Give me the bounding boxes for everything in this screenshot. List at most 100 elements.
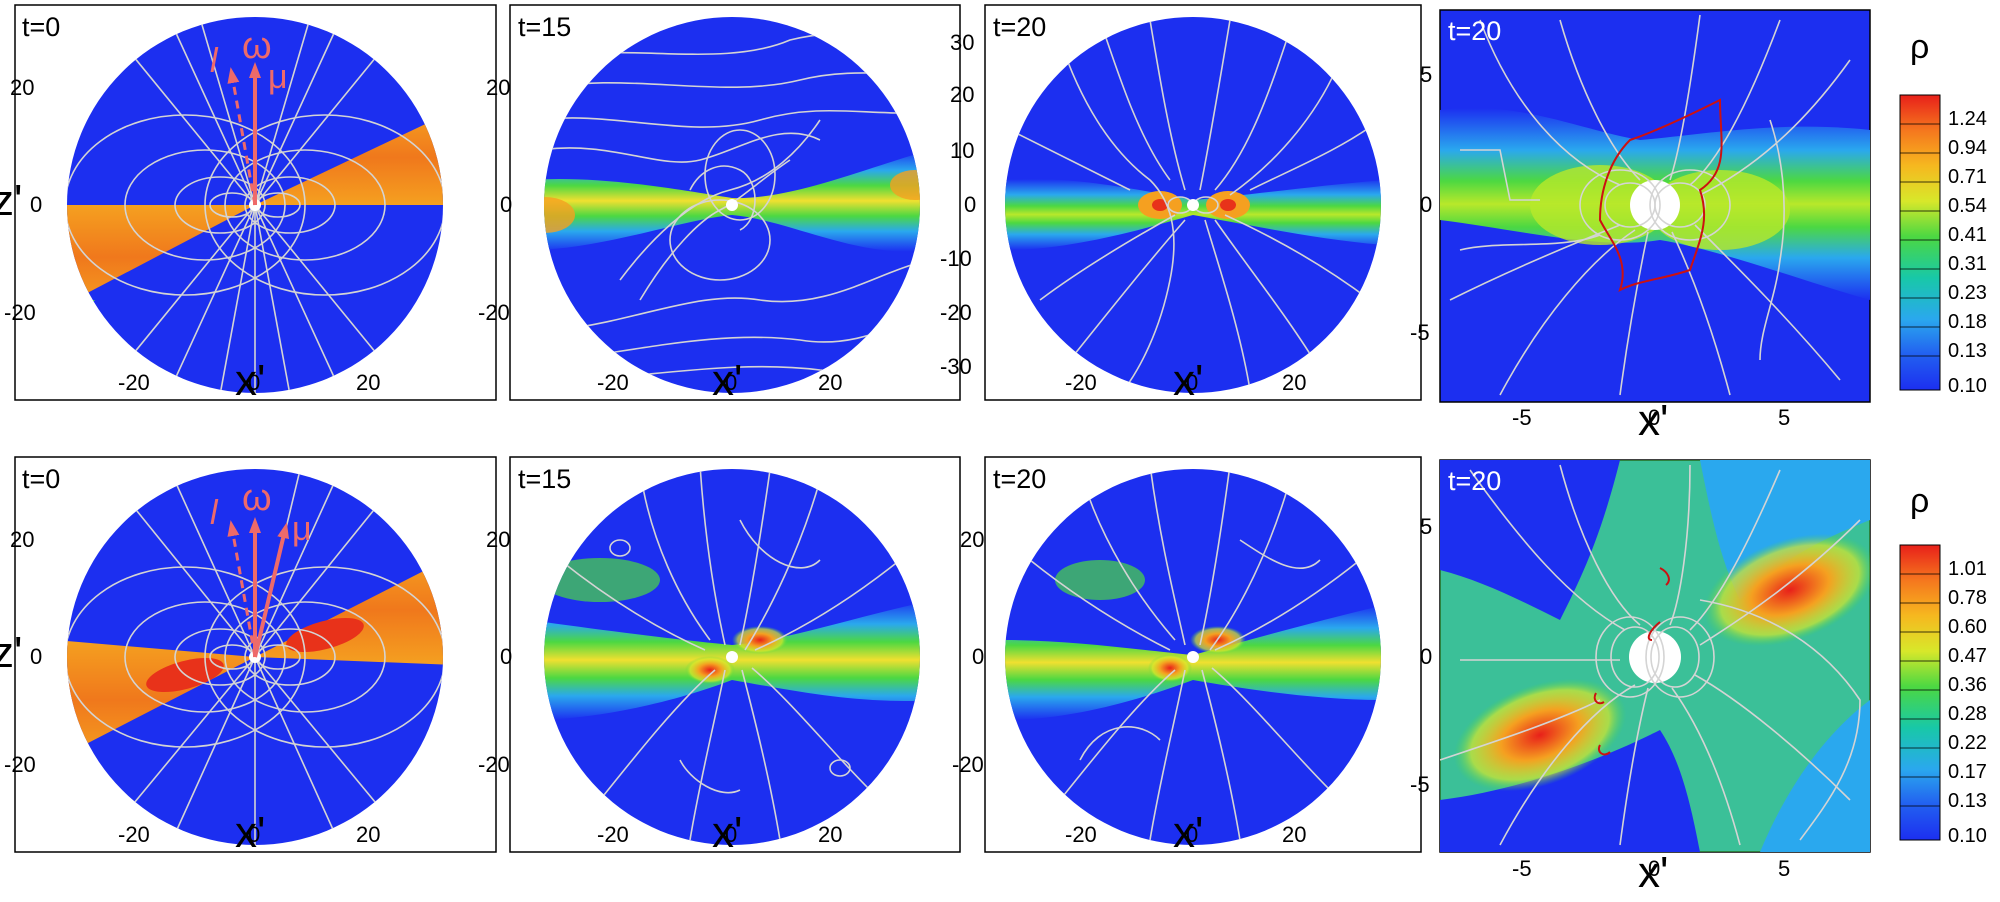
x-tick: 0: [1186, 370, 1198, 395]
y-tick: 0: [500, 644, 512, 669]
x-axis-label: x': [235, 808, 265, 857]
y-tick: -20: [478, 752, 510, 777]
y-tick: 5: [1420, 514, 1432, 539]
colorbar-tick: 0.36: [1948, 674, 1987, 696]
y-tick: 0: [972, 644, 984, 669]
l-label: l: [210, 42, 219, 80]
y-tick: -20: [4, 300, 36, 325]
time-label: t=20: [993, 464, 1046, 494]
x-tick: 0: [725, 822, 737, 847]
y-tick: 20: [950, 82, 974, 107]
red-contour: [1593, 567, 1670, 756]
colorbar-tick: 1.24: [1948, 108, 1987, 130]
panel-r2-p4: t=20 x' 5 0 -5 -5 0 5: [1410, 459, 1871, 897]
x-tick: -5: [1512, 405, 1532, 430]
x-tick: -20: [1065, 822, 1097, 847]
y-tick: 0: [964, 192, 976, 217]
colorbar-tick: 0.10: [1948, 375, 1987, 397]
colorbar-tick: 0.94: [1948, 137, 1987, 159]
colorbar-tick: 0.22: [1948, 732, 1987, 754]
y-tick: 20: [960, 527, 984, 552]
y-tick: 20: [486, 75, 510, 100]
x-axis-label: x': [235, 356, 265, 405]
x-tick: 20: [1282, 370, 1306, 395]
time-label: t=0: [22, 12, 60, 42]
colorbar-scale: [1899, 94, 1941, 391]
colorbar-tick: 0.41: [1948, 224, 1987, 246]
colorbar-tick: 0.60: [1948, 616, 1987, 638]
x-tick: 0: [248, 370, 260, 395]
omega-label: ω: [242, 477, 272, 519]
y-tick: 30: [950, 30, 974, 55]
y-tick: 5: [1420, 62, 1432, 87]
red-contour: [1598, 98, 1723, 292]
star: [726, 651, 738, 663]
colorbar-tick: 0.13: [1948, 340, 1987, 362]
x-tick: 5: [1778, 405, 1790, 430]
colorbar-tick: 0.28: [1948, 703, 1987, 725]
y-tick: -5: [1410, 772, 1430, 797]
colorbar-tick: 0.47: [1948, 645, 1987, 667]
torus-right: [255, 110, 443, 205]
y-tick: 10: [950, 138, 974, 163]
colorbar-tick: 0.17: [1948, 761, 1987, 783]
x-tick: 5: [1778, 856, 1790, 881]
x-axis-label: x': [1638, 848, 1668, 897]
time-label: t=0: [22, 464, 60, 494]
x-tick: 0: [725, 370, 737, 395]
star: [1187, 651, 1199, 663]
x-tick: -20: [1065, 370, 1097, 395]
y-tick: -20: [478, 300, 510, 325]
panel-r1-p3: t=20 x' 30 20 10 0 -10 -20 -30 -20 0 20: [940, 4, 1422, 405]
x-tick: -20: [118, 822, 150, 847]
colorbar-tick: 1.01: [1948, 558, 1987, 580]
mu-label: μ: [268, 58, 288, 96]
panel-r1-p4: t=20 x' 5 0 -5 -5 0 5: [1410, 9, 1871, 445]
field-lines: [559, 469, 901, 841]
x-tick: 20: [818, 370, 842, 395]
panel-r2-p2: t=15 x' 20 0 -20 -20 0 20: [478, 456, 961, 857]
vector-arrows: l ω μ: [210, 25, 288, 206]
x-tick: 0: [1648, 856, 1660, 881]
colorbar-tick: 0.71: [1948, 166, 1987, 188]
colorbar-label: ρ: [1910, 28, 1929, 66]
x-tick: -5: [1512, 856, 1532, 881]
y-tick: 20: [486, 527, 510, 552]
omega-label: ω: [242, 25, 272, 67]
y-tick: 0: [30, 644, 42, 669]
field-lines: [67, 17, 443, 393]
x-tick: 0: [1648, 405, 1660, 430]
x-tick: 0: [1186, 822, 1198, 847]
y-tick: 0: [500, 192, 512, 217]
vector-arrows: l ω μ: [210, 477, 312, 658]
colorbar-label: ρ: [1910, 482, 1929, 520]
x-tick: 20: [356, 822, 380, 847]
x-tick: -20: [597, 822, 629, 847]
accretion-band: [1005, 179, 1381, 250]
star: [1629, 631, 1681, 683]
x-tick: -20: [118, 370, 150, 395]
x-axis-label: x': [1638, 396, 1668, 445]
time-label: t=15: [518, 12, 571, 42]
colorbar-scale: [1899, 544, 1941, 841]
y-tick: 0: [1420, 644, 1432, 669]
colorbar-tick: 0.78: [1948, 587, 1987, 609]
colorbar-tick: 0.10: [1948, 825, 1987, 847]
y-tick: -20: [952, 752, 984, 777]
y-tick: -10: [940, 246, 972, 271]
mu-label: μ: [292, 510, 312, 548]
star: [726, 199, 738, 211]
y-tick: 0: [30, 192, 42, 217]
field-lines: [1440, 464, 1861, 846]
x-axis-label: x': [712, 808, 742, 857]
y-tick: -30: [940, 354, 972, 379]
colorbar-tick: 0.13: [1948, 790, 1987, 812]
x-axis-label: x': [1173, 808, 1203, 857]
x-tick: 20: [1282, 822, 1306, 847]
colorbar-tick: 0.31: [1948, 253, 1987, 275]
colorbar-r2: ρ 1.01 0.78 0.60 0.47 0.36 0.28 0.22 0.1…: [1899, 482, 1987, 847]
x-tick: 20: [356, 370, 380, 395]
star: [1187, 199, 1199, 211]
x-tick: 20: [818, 822, 842, 847]
x-tick: 0: [248, 822, 260, 847]
